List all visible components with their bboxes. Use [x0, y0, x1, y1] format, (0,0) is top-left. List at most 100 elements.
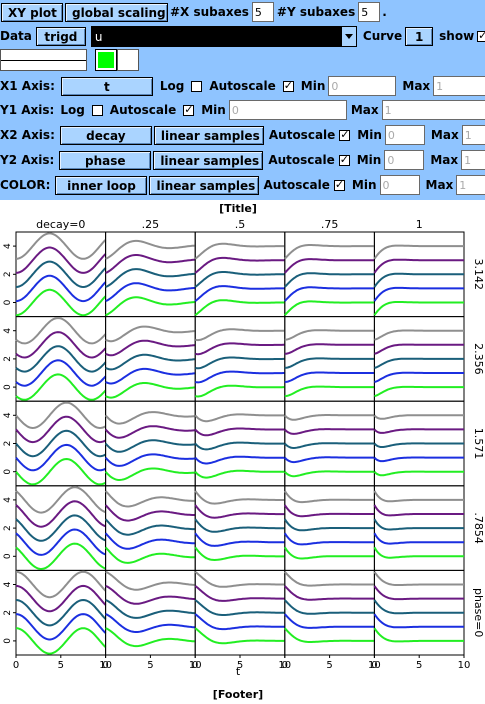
series-line	[105, 627, 196, 648]
y-tick-label: 0	[3, 384, 13, 390]
subplot-frame	[15, 400, 107, 487]
x2-mode-button[interactable]: linear samples	[153, 125, 264, 145]
symbol-selector[interactable]	[117, 49, 139, 71]
color-mode-button[interactable]: linear samples	[149, 175, 260, 195]
color-swatch-frame[interactable]	[95, 49, 117, 71]
plot-type-button[interactable]: XY plot	[1, 2, 63, 22]
x2-max-field[interactable]: 1	[461, 125, 485, 145]
series-line	[194, 455, 285, 465]
series-line	[373, 546, 464, 559]
y2-max-field[interactable]: 1	[461, 150, 485, 170]
y2-autoscale-checkbox[interactable]	[338, 153, 350, 166]
series-line	[105, 268, 196, 288]
series-line	[104, 453, 196, 467]
control-panel: XY plot global scaling #X subaxes 5 #Y s…	[0, 0, 485, 200]
series-line	[15, 514, 106, 542]
color-variable-button[interactable]: inner loop	[55, 175, 148, 195]
variable-field[interactable]: u	[90, 25, 341, 47]
x-axis-label: t	[236, 665, 241, 678]
series-line	[194, 585, 285, 602]
data-label: Data	[0, 29, 32, 43]
y1-axis-row: Y1 Axis: Log Autoscale Min 0 Max 1	[0, 98, 485, 122]
series-line	[283, 504, 375, 518]
y1-log-checkbox[interactable]	[91, 104, 103, 116]
series-line	[284, 286, 375, 302]
series-line	[195, 342, 285, 356]
color-axis-row: COLOR: inner loop linear samples Autosca…	[0, 173, 485, 197]
show-checkbox[interactable]	[477, 29, 485, 42]
chart-footer: [Footer]	[213, 688, 263, 700]
x1-log-label: Log	[159, 79, 185, 93]
chevron-down-icon	[344, 33, 353, 39]
x1-variable-button[interactable]: t	[60, 76, 153, 96]
data-source-button[interactable]: trigd	[35, 26, 86, 46]
toolbar-trailing: .	[382, 5, 387, 19]
series-line	[373, 585, 464, 601]
series-line	[373, 627, 464, 643]
variable-dropdown-button[interactable]	[340, 25, 357, 47]
x2-autoscale-checkbox[interactable]	[339, 128, 351, 141]
scaling-button[interactable]: global scaling	[65, 2, 168, 22]
series-line	[194, 242, 285, 260]
line-style-selector[interactable]	[0, 49, 87, 71]
x2-autoscale-label: Autoscale	[268, 128, 336, 142]
x-tick-label: 5	[58, 660, 64, 671]
color-max-field[interactable]: 1	[456, 175, 485, 195]
x-tick-label: 5	[416, 660, 422, 671]
series-line	[284, 414, 375, 421]
y2-variable-button[interactable]: phase	[59, 150, 152, 170]
series-line	[194, 441, 285, 451]
series-line	[195, 370, 285, 384]
y1-min-field[interactable]: 0	[228, 100, 347, 120]
x1-max-field[interactable]: 1	[433, 76, 485, 96]
x1-min-field[interactable]: 0	[328, 76, 397, 96]
y2-min-field[interactable]: 0	[384, 150, 425, 170]
series-line	[194, 427, 285, 437]
series-line	[284, 258, 375, 274]
y-subaxes-field[interactable]: 5	[358, 2, 381, 22]
y-tick-label: 4	[3, 412, 13, 418]
series-line	[374, 357, 464, 369]
y-tick-label: 2	[3, 525, 13, 531]
x2-variable-button[interactable]: decay	[59, 125, 152, 145]
series-line	[15, 401, 107, 430]
series-line	[105, 339, 196, 357]
y2-mode-button[interactable]: linear samples	[153, 150, 264, 170]
series-line	[105, 239, 196, 260]
x1-max-label: Max	[402, 79, 431, 93]
row-label: .7854	[472, 512, 485, 544]
y1-max-field[interactable]: 1	[381, 100, 485, 120]
x1-autoscale-checkbox[interactable]	[282, 79, 294, 92]
series-line	[194, 599, 285, 616]
color-autoscale-checkbox[interactable]	[333, 178, 345, 191]
series-line	[373, 272, 464, 288]
series-line	[373, 456, 464, 463]
subplot-frame	[15, 231, 107, 318]
x1-min-label: Min	[300, 79, 326, 93]
series-line	[373, 490, 464, 503]
series-line	[194, 299, 285, 317]
y1-autoscale-checkbox[interactable]	[183, 103, 195, 116]
series-line	[195, 356, 285, 370]
x-subaxes-field[interactable]: 5	[251, 2, 274, 22]
series-line	[283, 490, 375, 504]
series-line	[105, 254, 196, 274]
series-line	[104, 518, 196, 536]
series-line	[284, 470, 375, 478]
series-line	[105, 325, 196, 343]
curve-button[interactable]: 1	[405, 26, 434, 46]
y-tick-label: 4	[3, 328, 13, 334]
color-min-field[interactable]: 0	[379, 175, 420, 195]
y-subaxes-label: #Y subaxes	[276, 5, 356, 19]
series-line	[194, 570, 285, 588]
series-line	[105, 584, 196, 605]
series-line	[284, 272, 375, 288]
column-label: .75	[321, 218, 339, 231]
series-line	[194, 271, 285, 288]
color-axis-label: COLOR:	[0, 178, 51, 192]
series-line	[194, 627, 285, 645]
series-line	[374, 371, 464, 383]
x1-log-checkbox[interactable]	[191, 80, 203, 92]
x2-min-field[interactable]: 0	[384, 125, 425, 145]
series-line	[15, 345, 107, 373]
